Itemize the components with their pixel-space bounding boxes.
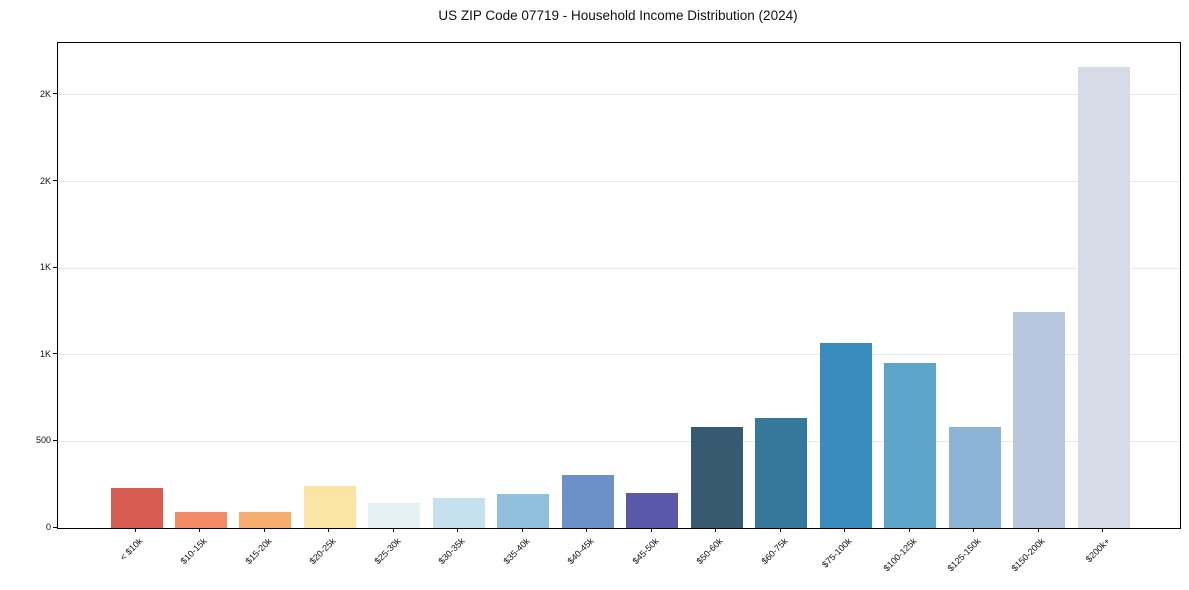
bar [948,426,1001,528]
x-tick-label: $150-200k [1009,536,1048,574]
x-tick-label: < $10k [118,536,145,563]
y-tick-mark [53,180,57,182]
x-tick-mark [392,528,394,532]
x-tick-label: $200k+ [1083,536,1112,565]
x-tick-label: $40-45k [565,536,596,567]
x-tick-mark [973,528,975,532]
y-tick-label: 500 [35,435,51,446]
x-tick-mark [1102,528,1103,532]
y-tick-label: 2K [39,88,51,99]
y-gridline [58,267,1180,269]
plot-area [57,42,1181,529]
bar [432,497,485,528]
y-gridline [58,181,1180,183]
x-tick-mark [521,528,523,532]
x-tick-label: $125-150k [945,536,983,574]
bar [819,342,872,528]
y-gridline [58,440,1180,442]
y-tick-label: 2K [39,175,51,186]
y-tick-label: 0 [45,522,51,532]
y-tick-mark [53,266,57,268]
x-tick-mark [779,528,781,532]
bar [1077,67,1130,528]
y-tick-mark [53,353,57,355]
x-tick-mark [650,528,652,532]
x-tick-mark [1037,528,1039,532]
chart-title: US ZIP Code 07719 - Household Income Dis… [438,8,798,23]
bar [626,493,679,528]
bar [110,488,163,528]
bar [884,362,937,528]
bar [561,475,614,528]
bar [368,502,421,528]
x-tick-label: $35-40k [501,536,532,567]
x-tick-label: $75-100k [820,536,854,570]
bar [497,494,550,528]
x-tick-mark [908,528,910,532]
x-tick-mark [328,528,330,532]
x-tick-label: $25-30k [372,536,403,567]
y-gridline [58,354,1180,356]
x-tick-mark [263,528,265,532]
x-tick-mark [844,528,846,532]
x-tick-label: $30-35k [436,536,467,567]
x-tick-label: $50-60k [694,536,725,567]
bar [303,485,356,528]
x-tick-mark [457,528,459,532]
x-tick-label: $15-20k [243,536,274,567]
bar [174,511,227,528]
x-tick-label: $10-15k [178,536,210,567]
x-tick-label: $60-75k [759,536,790,567]
x-tick-label: $45-50k [630,536,661,567]
y-tick-mark [53,439,57,441]
x-tick-mark [586,528,588,532]
x-tick-label: $20-25k [307,536,338,567]
y-gridline [58,94,1180,96]
bar [755,418,808,528]
x-tick-mark [715,528,717,532]
x-tick-label: $100-125k [881,536,919,574]
y-tick-mark [53,93,57,95]
bar [1013,312,1066,528]
bar [690,426,743,528]
x-tick-mark [135,528,136,532]
y-tick-mark [53,526,57,528]
y-tick-label: 1K [39,262,51,273]
x-tick-mark [199,528,201,532]
y-tick-label: 1K [39,348,51,359]
bar [239,511,292,528]
